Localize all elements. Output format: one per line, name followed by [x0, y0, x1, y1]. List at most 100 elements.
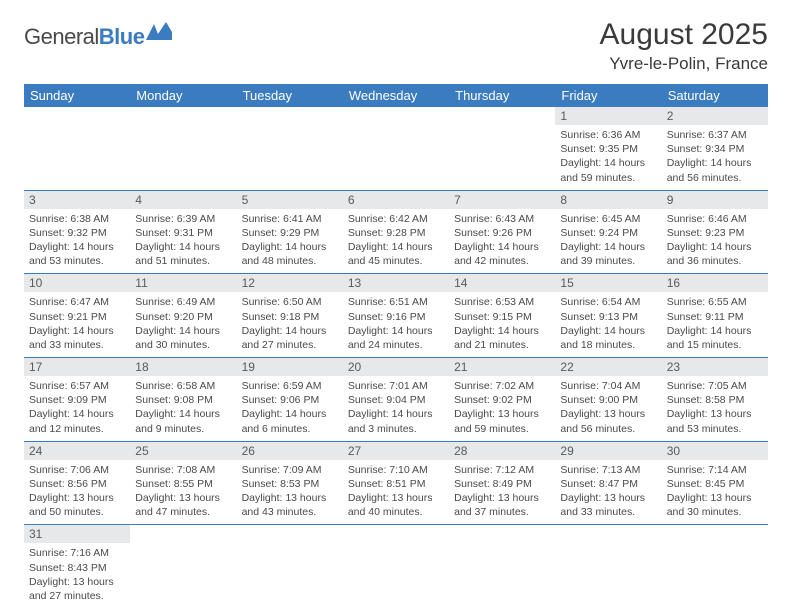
header-bar: GeneralBlue August 2025 Yvre-le-Polin, F…: [24, 18, 768, 74]
daylight-text: Daylight: 14 hours and 18 minutes.: [560, 324, 656, 352]
day-cell: 25Sunrise: 7:08 AMSunset: 8:55 PMDayligh…: [130, 441, 236, 525]
sunrise-text: Sunrise: 7:01 AM: [348, 379, 444, 393]
sunrise-text: Sunrise: 7:16 AM: [29, 546, 125, 560]
day-number: 28: [449, 442, 555, 460]
day-number: 4: [130, 191, 236, 209]
day-number: 5: [237, 191, 343, 209]
sunrise-text: Sunrise: 6:47 AM: [29, 295, 125, 309]
empty-cell: [24, 107, 130, 190]
empty-cell: [449, 525, 555, 608]
weekday-header: Monday: [130, 84, 236, 107]
day-details: Sunrise: 7:02 AMSunset: 9:02 PMDaylight:…: [449, 376, 555, 441]
daylight-text: Daylight: 14 hours and 9 minutes.: [135, 407, 231, 435]
day-cell: 3Sunrise: 6:38 AMSunset: 9:32 PMDaylight…: [24, 190, 130, 274]
day-cell: 16Sunrise: 6:55 AMSunset: 9:11 PMDayligh…: [662, 274, 768, 358]
day-number: 18: [130, 358, 236, 376]
day-cell: 9Sunrise: 6:46 AMSunset: 9:23 PMDaylight…: [662, 190, 768, 274]
sunrise-text: Sunrise: 6:39 AM: [135, 212, 231, 226]
day-cell: 26Sunrise: 7:09 AMSunset: 8:53 PMDayligh…: [237, 441, 343, 525]
sunrise-text: Sunrise: 6:54 AM: [560, 295, 656, 309]
day-details: Sunrise: 6:49 AMSunset: 9:20 PMDaylight:…: [130, 292, 236, 357]
day-cell: 29Sunrise: 7:13 AMSunset: 8:47 PMDayligh…: [555, 441, 661, 525]
day-number: 11: [130, 274, 236, 292]
day-details: Sunrise: 7:05 AMSunset: 8:58 PMDaylight:…: [662, 376, 768, 441]
sunrise-text: Sunrise: 6:37 AM: [667, 128, 763, 142]
day-details: Sunrise: 6:58 AMSunset: 9:08 PMDaylight:…: [130, 376, 236, 441]
sunset-text: Sunset: 9:29 PM: [242, 226, 338, 240]
day-details: Sunrise: 7:08 AMSunset: 8:55 PMDaylight:…: [130, 460, 236, 525]
day-number: 13: [343, 274, 449, 292]
day-number: 23: [662, 358, 768, 376]
sunrise-text: Sunrise: 6:45 AM: [560, 212, 656, 226]
sunrise-text: Sunrise: 6:42 AM: [348, 212, 444, 226]
daylight-text: Daylight: 14 hours and 24 minutes.: [348, 324, 444, 352]
daylight-text: Daylight: 13 hours and 33 minutes.: [560, 491, 656, 519]
day-cell: 15Sunrise: 6:54 AMSunset: 9:13 PMDayligh…: [555, 274, 661, 358]
day-number: 14: [449, 274, 555, 292]
day-cell: 2Sunrise: 6:37 AMSunset: 9:34 PMDaylight…: [662, 107, 768, 190]
location: Yvre-le-Polin, France: [600, 54, 768, 74]
day-cell: 20Sunrise: 7:01 AMSunset: 9:04 PMDayligh…: [343, 358, 449, 442]
empty-cell: [343, 107, 449, 190]
day-details: Sunrise: 7:12 AMSunset: 8:49 PMDaylight:…: [449, 460, 555, 525]
day-cell: 4Sunrise: 6:39 AMSunset: 9:31 PMDaylight…: [130, 190, 236, 274]
sunrise-text: Sunrise: 7:02 AM: [454, 379, 550, 393]
sunrise-text: Sunrise: 7:12 AM: [454, 463, 550, 477]
day-details: Sunrise: 6:39 AMSunset: 9:31 PMDaylight:…: [130, 209, 236, 274]
empty-cell: [237, 107, 343, 190]
day-cell: 28Sunrise: 7:12 AMSunset: 8:49 PMDayligh…: [449, 441, 555, 525]
day-number: 20: [343, 358, 449, 376]
day-cell: 23Sunrise: 7:05 AMSunset: 8:58 PMDayligh…: [662, 358, 768, 442]
sunrise-text: Sunrise: 6:43 AM: [454, 212, 550, 226]
day-cell: 18Sunrise: 6:58 AMSunset: 9:08 PMDayligh…: [130, 358, 236, 442]
day-details: Sunrise: 6:43 AMSunset: 9:26 PMDaylight:…: [449, 209, 555, 274]
week-row: 31Sunrise: 7:16 AMSunset: 8:43 PMDayligh…: [24, 525, 768, 608]
sunset-text: Sunset: 8:58 PM: [667, 393, 763, 407]
sunset-text: Sunset: 9:02 PM: [454, 393, 550, 407]
daylight-text: Daylight: 14 hours and 3 minutes.: [348, 407, 444, 435]
day-details: Sunrise: 6:36 AMSunset: 9:35 PMDaylight:…: [555, 125, 661, 190]
logo-word2: Blue: [99, 24, 145, 49]
sunset-text: Sunset: 8:47 PM: [560, 477, 656, 491]
day-cell: 14Sunrise: 6:53 AMSunset: 9:15 PMDayligh…: [449, 274, 555, 358]
weekday-header: Friday: [555, 84, 661, 107]
sunset-text: Sunset: 8:55 PM: [135, 477, 231, 491]
day-details: Sunrise: 6:50 AMSunset: 9:18 PMDaylight:…: [237, 292, 343, 357]
empty-cell: [343, 525, 449, 608]
month-title: August 2025: [600, 18, 768, 52]
day-cell: 12Sunrise: 6:50 AMSunset: 9:18 PMDayligh…: [237, 274, 343, 358]
title-block: August 2025 Yvre-le-Polin, France: [600, 18, 768, 74]
daylight-text: Daylight: 14 hours and 12 minutes.: [29, 407, 125, 435]
sunset-text: Sunset: 9:09 PM: [29, 393, 125, 407]
day-details: Sunrise: 7:14 AMSunset: 8:45 PMDaylight:…: [662, 460, 768, 525]
day-details: Sunrise: 6:45 AMSunset: 9:24 PMDaylight:…: [555, 209, 661, 274]
sunrise-text: Sunrise: 6:58 AM: [135, 379, 231, 393]
day-details: Sunrise: 6:54 AMSunset: 9:13 PMDaylight:…: [555, 292, 661, 357]
daylight-text: Daylight: 14 hours and 51 minutes.: [135, 240, 231, 268]
day-cell: 21Sunrise: 7:02 AMSunset: 9:02 PMDayligh…: [449, 358, 555, 442]
day-details: Sunrise: 6:51 AMSunset: 9:16 PMDaylight:…: [343, 292, 449, 357]
daylight-text: Daylight: 13 hours and 43 minutes.: [242, 491, 338, 519]
sunset-text: Sunset: 9:28 PM: [348, 226, 444, 240]
day-details: Sunrise: 6:46 AMSunset: 9:23 PMDaylight:…: [662, 209, 768, 274]
day-number: 22: [555, 358, 661, 376]
week-row: 3Sunrise: 6:38 AMSunset: 9:32 PMDaylight…: [24, 190, 768, 274]
day-cell: 5Sunrise: 6:41 AMSunset: 9:29 PMDaylight…: [237, 190, 343, 274]
sunrise-text: Sunrise: 6:53 AM: [454, 295, 550, 309]
week-row: 24Sunrise: 7:06 AMSunset: 8:56 PMDayligh…: [24, 441, 768, 525]
day-number: 25: [130, 442, 236, 460]
logo: GeneralBlue: [24, 24, 172, 50]
sunrise-text: Sunrise: 7:13 AM: [560, 463, 656, 477]
empty-cell: [130, 525, 236, 608]
sunrise-text: Sunrise: 6:55 AM: [667, 295, 763, 309]
day-details: Sunrise: 6:47 AMSunset: 9:21 PMDaylight:…: [24, 292, 130, 357]
daylight-text: Daylight: 13 hours and 47 minutes.: [135, 491, 231, 519]
sunset-text: Sunset: 9:23 PM: [667, 226, 763, 240]
daylight-text: Daylight: 13 hours and 37 minutes.: [454, 491, 550, 519]
sunset-text: Sunset: 9:08 PM: [135, 393, 231, 407]
day-cell: 19Sunrise: 6:59 AMSunset: 9:06 PMDayligh…: [237, 358, 343, 442]
day-cell: 7Sunrise: 6:43 AMSunset: 9:26 PMDaylight…: [449, 190, 555, 274]
daylight-text: Daylight: 14 hours and 30 minutes.: [135, 324, 231, 352]
sunrise-text: Sunrise: 7:04 AM: [560, 379, 656, 393]
sunrise-text: Sunrise: 6:46 AM: [667, 212, 763, 226]
